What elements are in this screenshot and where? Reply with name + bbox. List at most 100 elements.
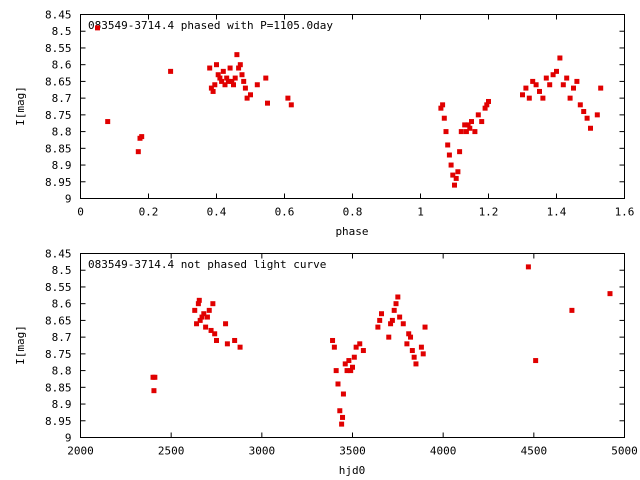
x-tick-label: 1.4 xyxy=(547,206,567,219)
y-tick-label: 8.9 xyxy=(52,398,72,411)
data-point xyxy=(151,388,157,394)
data-point xyxy=(203,324,209,330)
data-point xyxy=(241,78,247,84)
data-point xyxy=(445,142,451,148)
unphased-plot-frame xyxy=(80,253,625,438)
data-point xyxy=(557,55,563,61)
data-point xyxy=(215,72,221,78)
y-tick-label: 8.8 xyxy=(52,126,72,139)
data-point xyxy=(526,95,532,101)
x-tick-label: 0.4 xyxy=(207,206,227,219)
x-tick-label: 0 xyxy=(77,206,84,219)
data-point xyxy=(208,85,214,91)
y-tick-label: 8.7 xyxy=(52,331,72,344)
data-point xyxy=(229,78,235,84)
data-point xyxy=(409,348,415,354)
x-tick-label: 4000 xyxy=(430,445,457,458)
data-point xyxy=(210,301,216,307)
data-point xyxy=(458,129,464,135)
data-point xyxy=(397,314,403,320)
data-point xyxy=(194,321,200,327)
data-point xyxy=(389,317,395,323)
data-point xyxy=(550,72,556,78)
data-point xyxy=(360,348,366,354)
data-point xyxy=(395,294,401,300)
data-point xyxy=(210,88,216,94)
data-point xyxy=(196,297,202,303)
data-point xyxy=(224,75,230,81)
data-point xyxy=(265,100,270,106)
y-tick-label: 8.95 xyxy=(45,176,72,189)
data-point xyxy=(379,311,385,317)
data-point xyxy=(214,337,219,343)
data-point xyxy=(577,102,583,108)
data-point xyxy=(232,75,238,81)
data-point xyxy=(479,119,485,125)
unphased-plot-panel: 083549-3714.4 not phased light curve hjd… xyxy=(14,248,638,478)
data-point xyxy=(391,307,397,313)
data-point xyxy=(411,354,417,360)
data-point xyxy=(219,78,225,84)
unphased-y-axis-label: I[mag] xyxy=(14,325,27,365)
data-point xyxy=(554,68,559,74)
data-point xyxy=(571,85,576,91)
data-point xyxy=(335,381,341,387)
data-point xyxy=(199,314,205,320)
data-point xyxy=(420,351,426,357)
data-point xyxy=(375,324,381,330)
x-tick-label: 3000 xyxy=(249,445,276,458)
data-point xyxy=(348,368,354,374)
y-tick-label: 8.55 xyxy=(45,281,72,294)
data-point xyxy=(598,85,604,91)
data-point xyxy=(388,321,394,327)
data-point xyxy=(569,307,575,313)
data-point xyxy=(467,125,473,131)
data-point xyxy=(486,98,491,104)
data-point xyxy=(457,149,463,155)
y-tick-label: 8.9 xyxy=(52,159,72,172)
data-point xyxy=(95,25,100,31)
data-point xyxy=(207,65,213,71)
y-tick-label: 8.5 xyxy=(52,25,72,38)
data-point xyxy=(342,361,348,367)
data-point xyxy=(588,125,593,131)
data-point xyxy=(441,115,447,121)
x-tick-label: 3500 xyxy=(339,445,366,458)
data-point xyxy=(525,264,531,270)
data-point xyxy=(152,374,158,380)
data-point xyxy=(208,327,214,333)
data-point xyxy=(330,337,336,343)
data-point xyxy=(344,368,350,374)
data-point xyxy=(212,82,218,88)
data-point xyxy=(438,105,444,111)
y-tick-label: 9 xyxy=(65,193,72,206)
data-point xyxy=(353,344,359,350)
phased-y-axis-label: I[mag] xyxy=(14,86,27,126)
data-point xyxy=(443,129,449,135)
data-point xyxy=(520,92,525,98)
phased-x-axis-label: phase xyxy=(335,225,368,238)
x-tick-label: 1.2 xyxy=(479,206,499,219)
y-tick-label: 8.65 xyxy=(45,314,72,327)
data-point xyxy=(285,95,291,101)
data-point xyxy=(135,149,141,155)
y-tick-label: 8.45 xyxy=(45,248,72,261)
data-point xyxy=(482,105,488,111)
data-point xyxy=(560,82,566,88)
data-point xyxy=(463,129,469,135)
y-tick-label: 8.65 xyxy=(45,75,72,88)
x-tick-label: 0.2 xyxy=(139,206,159,219)
data-point xyxy=(523,85,529,91)
y-tick-label: 8.95 xyxy=(45,415,72,428)
x-tick-label: 5000 xyxy=(611,445,638,458)
y-tick-label: 8.55 xyxy=(45,42,72,55)
data-point xyxy=(232,337,238,343)
y-tick-label: 9 xyxy=(65,432,72,445)
data-point xyxy=(400,321,406,327)
x-tick-label: 1.6 xyxy=(615,206,635,219)
unphased-axes: 2000 2500 3000 3500 4000 4500 5000 8.45 8.5 8.55 8… xyxy=(45,248,638,458)
data-point xyxy=(340,414,346,420)
data-point xyxy=(236,65,242,71)
